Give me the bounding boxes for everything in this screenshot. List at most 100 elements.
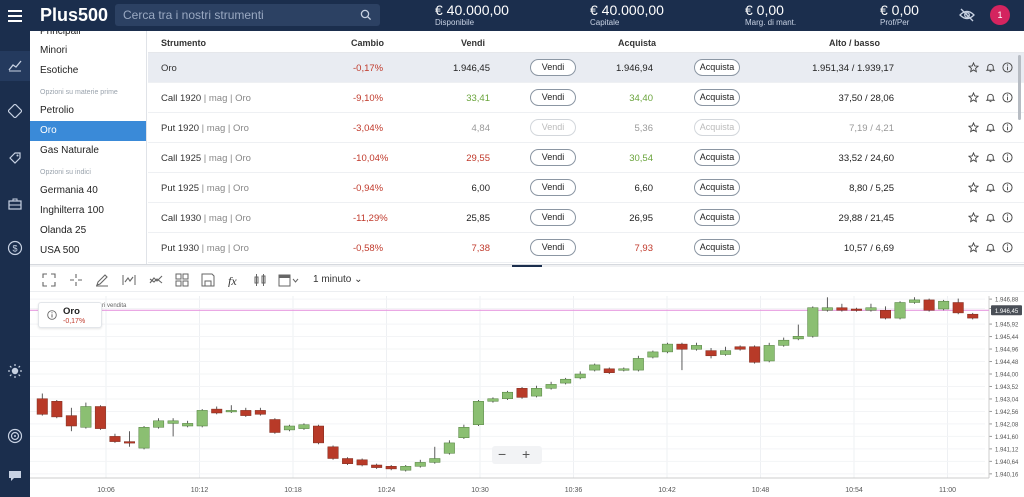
sell-button[interactable]: Vendi	[530, 119, 576, 136]
bell-icon[interactable]	[985, 122, 996, 133]
info-icon[interactable]	[1002, 122, 1013, 133]
search-box[interactable]	[115, 4, 380, 26]
table-row[interactable]: Put 1930 | mag | Oro -0,58% 7,38 Vendi 7,93 A…	[148, 233, 1024, 263]
save-icon[interactable]	[201, 273, 215, 287]
star-icon[interactable]	[968, 152, 979, 163]
table-row[interactable]: Put 1920 | mag | Oro -3,04% 4,84 Vendi 5,36 A…	[148, 113, 1024, 143]
dollar-icon[interactable]: $	[0, 233, 30, 263]
info-icon[interactable]	[47, 310, 57, 320]
list-item[interactable]: Germania 40	[40, 185, 98, 196]
instrument-name[interactable]: Put 1920 | mag | Oro	[161, 123, 249, 134]
buy-button[interactable]: Acquista	[694, 239, 740, 256]
candle-body	[80, 406, 92, 428]
instrument-name[interactable]: Call 1920 | mag | Oro	[161, 93, 251, 104]
candles-icon[interactable]	[253, 273, 267, 287]
function-icon[interactable]: fx	[227, 273, 241, 287]
list-item[interactable]: Esotiche	[40, 65, 79, 76]
chat-icon[interactable]	[0, 461, 30, 491]
price-chart[interactable]: 10:06 10:12 10:18 10:24 10:30 10:36 10:42 10:48…	[30, 292, 1024, 497]
instrument-name[interactable]: Oro	[161, 63, 177, 74]
briefcase-icon[interactable]	[0, 189, 30, 219]
list-item[interactable]: Inghilterra 100	[40, 205, 104, 216]
fullscreen-icon[interactable]	[42, 273, 56, 287]
resize-handle[interactable]	[512, 265, 542, 267]
table-row[interactable]: Call 1930 | mag | Oro -11,29% 25,85 Vendi 26…	[148, 203, 1024, 233]
sell-button[interactable]: Vendi	[530, 209, 576, 226]
menu-icon[interactable]	[0, 0, 30, 31]
info-icon[interactable]	[1002, 62, 1013, 73]
instrument-name[interactable]: Call 1925 | mag | Oro	[161, 153, 251, 164]
eye-off-icon[interactable]	[958, 7, 976, 23]
sun-icon[interactable]	[0, 356, 30, 386]
chart-instrument-info[interactable]: Oro -0,17%	[38, 302, 102, 328]
buy-button[interactable]: Acquista	[694, 89, 740, 106]
buy-button[interactable]: Acquista	[694, 149, 740, 166]
sell-button[interactable]: Vendi	[530, 179, 576, 196]
notification-badge[interactable]: 1	[990, 5, 1010, 25]
header-change[interactable]: Cambio	[351, 38, 385, 48]
buy-button[interactable]: Acquista	[694, 59, 740, 76]
info-icon[interactable]	[1002, 212, 1013, 223]
list-item[interactable]: Gas Naturale	[40, 145, 99, 156]
zoom-out-button[interactable]: −	[498, 446, 507, 462]
sell-button[interactable]: Vendi	[530, 89, 576, 106]
buy-button[interactable]: Acquista	[694, 209, 740, 226]
buy-button[interactable]: Acquista	[694, 179, 740, 196]
header-sell[interactable]: Vendi	[461, 38, 486, 48]
sell-button[interactable]: Vendi	[530, 149, 576, 166]
header-buy[interactable]: Acquista	[618, 38, 657, 48]
target-icon[interactable]	[0, 421, 30, 451]
swap-icon[interactable]	[0, 96, 30, 126]
logo: Plus500	[40, 5, 109, 25]
search-input[interactable]	[115, 4, 380, 26]
instrument-name[interactable]: Call 1930 | mag | Oro	[161, 213, 251, 224]
sell-button[interactable]: Vendi	[530, 239, 576, 256]
info-icon[interactable]	[1002, 182, 1013, 193]
header-high-low[interactable]: Alto / basso	[829, 38, 881, 48]
bell-icon[interactable]	[985, 242, 996, 253]
table-row[interactable]: Call 1925 | mag | Oro -10,04% 29,55 Vendi 30…	[148, 143, 1024, 173]
list-item[interactable]: Oro	[30, 121, 146, 141]
header-instrument[interactable]: Strumento	[161, 38, 206, 48]
star-icon[interactable]	[968, 92, 979, 103]
zoom-in-button[interactable]: +	[522, 446, 531, 462]
list-item[interactable]: Minori	[40, 45, 68, 56]
info-icon[interactable]	[1002, 152, 1013, 163]
timeframe-select[interactable]: 1 minuto ⌄	[313, 274, 363, 285]
tag-icon[interactable]	[0, 143, 30, 173]
buy-button[interactable]: Acquista	[694, 119, 740, 136]
crosshair-icon[interactable]	[69, 273, 83, 287]
draw-pencil-icon[interactable]	[95, 273, 109, 287]
star-icon[interactable]	[968, 212, 979, 223]
list-item[interactable]: Olanda 25	[40, 225, 87, 236]
panel-divider[interactable]	[30, 264, 1024, 267]
search-icon[interactable]	[360, 9, 372, 21]
instrument-name[interactable]: Put 1930 | mag | Oro	[161, 243, 249, 254]
star-icon[interactable]	[968, 242, 979, 253]
star-icon[interactable]	[968, 62, 979, 73]
indicator-icon[interactable]	[122, 273, 136, 287]
bell-icon[interactable]	[985, 92, 996, 103]
list-item[interactable]: Principali	[40, 31, 81, 37]
calendar-icon[interactable]	[278, 273, 300, 287]
sell-button[interactable]: Vendi	[530, 59, 576, 76]
layout-grid-icon[interactable]	[175, 273, 189, 287]
info-icon[interactable]	[1002, 242, 1013, 253]
compare-icon[interactable]	[149, 273, 163, 287]
list-item[interactable]: Petrolio	[40, 105, 74, 116]
instrument-name[interactable]: Put 1925 | mag | Oro	[161, 183, 249, 194]
bell-icon[interactable]	[985, 212, 996, 223]
bell-icon[interactable]	[985, 182, 996, 193]
table-row[interactable]: Oro -0,17% 1.946,45 Vendi 1.946,94 Acquista 1.…	[148, 53, 1024, 83]
candle-body	[487, 398, 499, 402]
list-item[interactable]: USA 500	[40, 245, 80, 256]
table-row[interactable]: Put 1925 | mag | Oro -0,94% 6,00 Vendi 6,60 A…	[148, 173, 1024, 203]
star-icon[interactable]	[968, 122, 979, 133]
star-icon[interactable]	[968, 182, 979, 193]
chart-icon[interactable]	[0, 51, 30, 81]
bell-icon[interactable]	[985, 152, 996, 163]
info-icon[interactable]	[1002, 92, 1013, 103]
table-row[interactable]: Call 1920 | mag | Oro -9,10% 33,41 Vendi 34,…	[148, 83, 1024, 113]
table-scrollbar[interactable]	[1018, 55, 1021, 120]
bell-icon[interactable]	[985, 62, 996, 73]
